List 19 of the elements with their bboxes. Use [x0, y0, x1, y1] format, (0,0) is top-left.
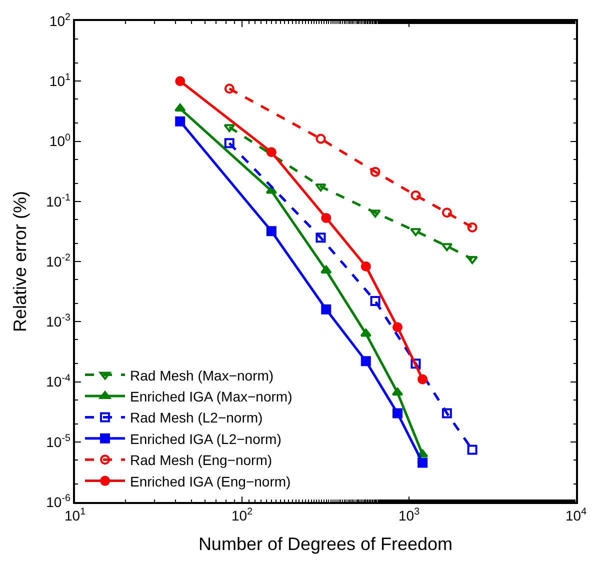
- legend-label: Enriched IGA (L2−norm): [130, 430, 282, 447]
- legend-label: Enriched IGA (Eng−norm): [130, 473, 291, 490]
- legend-label: Enriched IGA (Max−norm): [130, 388, 292, 404]
- y-tick-label: 10$^{-2}$: [46, 252, 70, 270]
- y-tick-label: 10$^{-5}$: [46, 432, 71, 450]
- y-tick-label: 10$^{2}$: [49, 12, 70, 29]
- y-tick-label: 10$^{-4}$: [46, 372, 71, 390]
- y-tick-label: 10$^{0}$: [49, 132, 71, 150]
- legend-label: Rad Mesh (Eng−norm): [130, 452, 272, 468]
- y-tick-label: 10$^{1}$: [49, 72, 70, 90]
- y-tick-label: 10$^{-1}$: [46, 192, 70, 210]
- x-tick-label: 10$^{4}$: [565, 506, 588, 524]
- y-axis-title: Relative error (%): [10, 190, 30, 332]
- legend-label: Rad Mesh (Max−norm): [130, 367, 274, 384]
- x-tick-label: 10$^{2}$: [231, 506, 253, 524]
- y-tick-label: 10$^{-3}$: [46, 312, 71, 330]
- x-tick-label: 10$^{3}$: [398, 506, 420, 524]
- x-axis-title: Number of Degrees of Freedom: [198, 534, 453, 554]
- legend-label: Rad Mesh (L2−norm): [130, 410, 263, 426]
